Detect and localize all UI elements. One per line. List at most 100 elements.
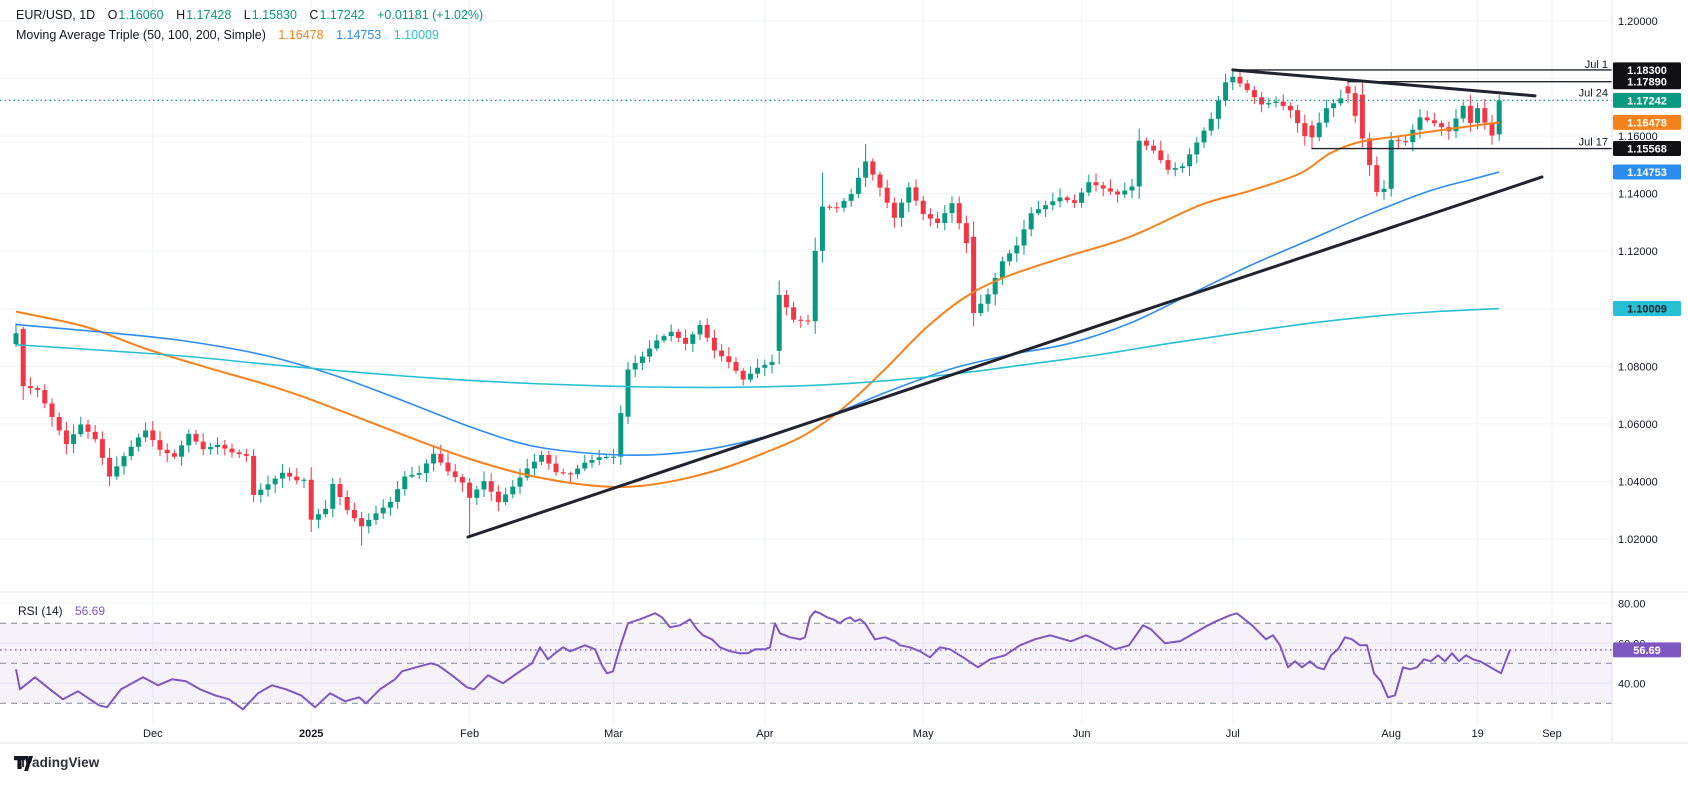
candle[interactable] bbox=[1021, 229, 1027, 246]
candle[interactable] bbox=[20, 328, 26, 387]
candle[interactable] bbox=[1165, 160, 1171, 170]
candle[interactable] bbox=[639, 356, 645, 364]
rsi-axis-label[interactable]: 80.00 bbox=[1618, 598, 1646, 610]
candle[interactable] bbox=[618, 413, 624, 457]
candle[interactable] bbox=[1439, 123, 1445, 128]
candle[interactable] bbox=[380, 507, 386, 514]
price-axis-label[interactable]: 1.14000 bbox=[1618, 189, 1658, 201]
candle[interactable] bbox=[805, 320, 811, 322]
candle[interactable] bbox=[1388, 140, 1394, 189]
candle[interactable] bbox=[1482, 108, 1488, 123]
candle[interactable] bbox=[193, 433, 199, 442]
candle[interactable] bbox=[1417, 117, 1423, 130]
candle[interactable] bbox=[1359, 94, 1365, 139]
symbol-title[interactable]: EUR/USD, 1D bbox=[16, 8, 96, 22]
candle[interactable] bbox=[92, 431, 98, 440]
candle[interactable] bbox=[1489, 122, 1495, 136]
candle[interactable] bbox=[848, 193, 854, 201]
candle[interactable] bbox=[265, 484, 271, 490]
candle[interactable] bbox=[553, 463, 559, 473]
candle[interactable] bbox=[474, 489, 480, 498]
ma100-line[interactable] bbox=[15, 171, 1500, 457]
candle[interactable] bbox=[654, 340, 660, 349]
candle[interactable] bbox=[387, 501, 393, 508]
candle[interactable] bbox=[373, 513, 379, 520]
candle[interactable] bbox=[1230, 76, 1236, 83]
candle[interactable] bbox=[1323, 108, 1329, 123]
candle[interactable] bbox=[395, 489, 401, 502]
candle[interactable] bbox=[42, 389, 48, 404]
candle[interactable] bbox=[1251, 90, 1257, 98]
candle[interactable] bbox=[920, 200, 926, 215]
candle[interactable] bbox=[1273, 101, 1279, 104]
candle[interactable] bbox=[229, 448, 235, 453]
candle[interactable] bbox=[1201, 130, 1207, 143]
candle[interactable] bbox=[63, 430, 69, 445]
candle[interactable] bbox=[251, 455, 257, 495]
candle[interactable] bbox=[1187, 154, 1193, 167]
candle[interactable] bbox=[294, 476, 300, 481]
candle[interactable] bbox=[1057, 197, 1063, 202]
candle[interactable] bbox=[143, 430, 149, 438]
candle[interactable] bbox=[1071, 200, 1077, 203]
candle[interactable] bbox=[870, 161, 876, 175]
candle[interactable] bbox=[647, 348, 653, 357]
candle[interactable] bbox=[171, 453, 177, 457]
candle[interactable] bbox=[740, 370, 746, 380]
candle[interactable] bbox=[1100, 185, 1106, 189]
candle[interactable] bbox=[769, 362, 775, 365]
time-axis-label[interactable]: Mar bbox=[604, 728, 623, 740]
candle[interactable] bbox=[661, 336, 667, 341]
time-axis-label[interactable]: 19 bbox=[1471, 728, 1483, 740]
candle[interactable] bbox=[999, 261, 1005, 278]
rsi-indicator-label[interactable]: RSI (14) bbox=[18, 604, 63, 618]
candle[interactable] bbox=[683, 337, 689, 344]
candle[interactable] bbox=[258, 489, 264, 495]
candle[interactable] bbox=[783, 294, 789, 308]
time-axis-label[interactable]: Aug bbox=[1381, 728, 1401, 740]
candle[interactable] bbox=[963, 223, 969, 244]
candle[interactable] bbox=[603, 456, 609, 459]
candle[interactable] bbox=[452, 471, 458, 477]
candle[interactable] bbox=[596, 457, 602, 461]
candle[interactable] bbox=[1035, 209, 1041, 214]
candle[interactable] bbox=[56, 416, 62, 431]
candle[interactable] bbox=[186, 433, 192, 446]
candle[interactable] bbox=[150, 430, 156, 441]
candle[interactable] bbox=[1309, 125, 1315, 138]
candle[interactable] bbox=[1410, 129, 1416, 143]
candle[interactable] bbox=[863, 161, 869, 178]
candle[interactable] bbox=[445, 462, 451, 472]
candle[interactable] bbox=[913, 187, 919, 201]
candle[interactable] bbox=[632, 363, 638, 370]
candle[interactable] bbox=[71, 434, 77, 445]
candle[interactable] bbox=[877, 174, 883, 188]
candle[interactable] bbox=[467, 482, 473, 498]
candle[interactable] bbox=[1302, 123, 1308, 137]
candle[interactable] bbox=[1237, 76, 1243, 84]
candle[interactable] bbox=[668, 331, 674, 337]
candle[interactable] bbox=[1172, 168, 1178, 170]
candle[interactable] bbox=[1179, 166, 1185, 169]
legend-indicator-row[interactable]: Moving Average Triple (50, 100, 200, Sim… bbox=[16, 25, 483, 45]
price-axis-label[interactable]: 1.12000 bbox=[1618, 246, 1658, 258]
candle[interactable] bbox=[1093, 182, 1099, 186]
candle[interactable] bbox=[1107, 188, 1113, 192]
candle[interactable] bbox=[99, 439, 105, 458]
candle[interactable] bbox=[1244, 83, 1250, 91]
candle[interactable] bbox=[1151, 145, 1157, 151]
candle[interactable] bbox=[726, 356, 732, 363]
candle[interactable] bbox=[1381, 188, 1387, 192]
candle[interactable] bbox=[1424, 117, 1430, 121]
candle[interactable] bbox=[1453, 118, 1459, 132]
ma-indicator-title[interactable]: Moving Average Triple (50, 100, 200, Sim… bbox=[16, 28, 266, 42]
candle[interactable] bbox=[459, 476, 465, 483]
candle[interactable] bbox=[35, 388, 41, 390]
candle[interactable] bbox=[1395, 140, 1401, 142]
candle[interactable] bbox=[1050, 201, 1056, 206]
candle[interactable] bbox=[719, 350, 725, 357]
candle[interactable] bbox=[524, 468, 530, 478]
candle[interactable] bbox=[697, 324, 703, 335]
candle[interactable] bbox=[438, 453, 444, 463]
candle[interactable] bbox=[949, 203, 955, 214]
